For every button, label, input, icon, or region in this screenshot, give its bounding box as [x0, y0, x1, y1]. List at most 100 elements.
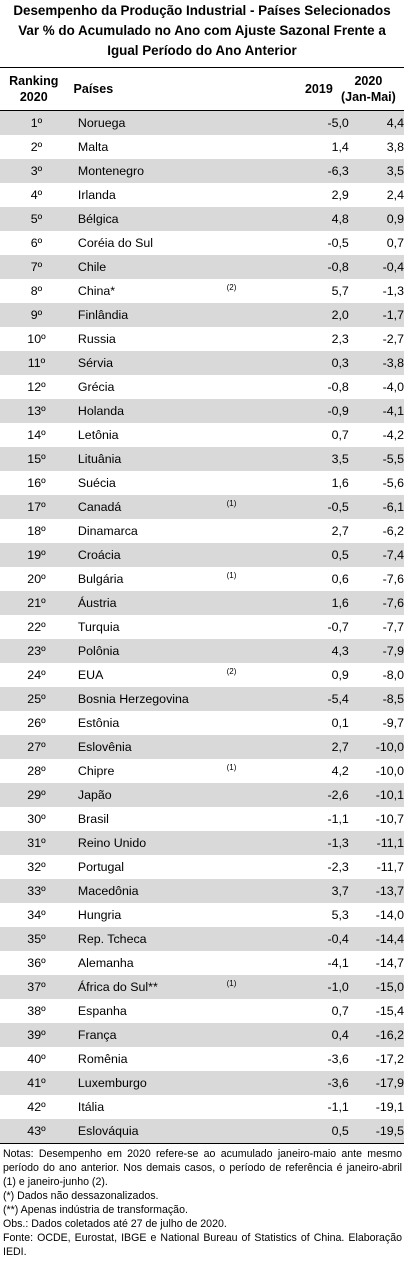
table-row: 34º Hungria 5,3 -14,0 [0, 903, 404, 927]
country-cell: Portugal [77, 860, 125, 874]
rank-cell: 7º [30, 260, 43, 274]
country-cell: Croácia [77, 548, 121, 562]
rank-cell: 27º [27, 740, 46, 754]
header-top-rule [0, 67, 404, 68]
country-cell: Romênia [77, 1052, 128, 1066]
title-line-3: Igual Período do Ano Anterior [107, 43, 297, 58]
footnote-marker: (1) [226, 571, 237, 580]
header-2020-line1: 2020 [354, 74, 383, 88]
rank-cell: 11º [27, 356, 46, 370]
value-2020-cell: 0,7 [386, 236, 404, 250]
value-2020-cell: -6,2 [382, 524, 404, 538]
value-2020-cell: -10,0 [375, 764, 404, 778]
footnote-marker: (1) [226, 499, 237, 508]
value-2019-cell: 4,2 [331, 764, 349, 778]
country-cell: Turquia [77, 620, 120, 634]
value-2019-cell: -6,3 [327, 164, 349, 178]
value-2020-cell: -8,5 [382, 692, 404, 706]
value-2020-cell: 2,4 [386, 188, 404, 202]
footnote-marker: (2) [226, 667, 237, 676]
value-2019-cell: -0,8 [327, 260, 349, 274]
rank-cell: 9º [30, 308, 43, 322]
header-bottom-rule [0, 110, 404, 111]
table-row: 2º Malta 1,4 3,8 [0, 135, 404, 159]
country-cell: Hungria [77, 908, 122, 922]
country-cell: Polônia [77, 644, 120, 658]
value-2020-cell: -7,6 [382, 572, 404, 586]
table-row: 11º Sérvia 0,3 -3,8 [0, 351, 404, 375]
value-2019-cell: 0,6 [331, 572, 349, 586]
table-row: 33º Macedônia 3,7 -13,7 [0, 879, 404, 903]
rank-cell: 35º [27, 932, 46, 946]
country-cell: Rep. Tcheca [77, 932, 147, 946]
header-2020: 2020 (Jan-Mai) [333, 73, 404, 105]
value-2019-cell: -0,8 [327, 380, 349, 394]
value-2020-cell: -11,1 [376, 836, 404, 850]
value-2019-cell: -1,0 [327, 980, 349, 994]
country-cell: Russia [77, 332, 116, 346]
rank-cell: 43º [27, 1124, 46, 1138]
table-row: 9º Finlândia 2,0 -1,7 [0, 303, 404, 327]
rank-cell: 37º [27, 980, 46, 994]
value-2020-cell: -2,7 [382, 332, 404, 346]
table-row: 40º Romênia -3,6 -17,2 [0, 1047, 404, 1071]
country-cell: Sérvia [77, 356, 114, 370]
country-cell: Itália [77, 1100, 105, 1114]
country-cell: Luxemburgo [77, 1076, 147, 1090]
value-2020-cell: -14,7 [375, 956, 404, 970]
table-row: 17º Canadá (1) -0,5 -6,1 [0, 495, 404, 519]
country-cell: Áustria [77, 596, 117, 610]
table-row: 26º Estônia 0,1 -9,7 [0, 711, 404, 735]
value-2019-cell: 2,3 [331, 332, 349, 346]
value-2020-cell: -14,0 [375, 908, 404, 922]
table-title: Desempenho da Produção Industrial - País… [0, 0, 404, 67]
value-2020-cell: -11,7 [376, 860, 404, 874]
rank-cell: 29º [27, 788, 46, 802]
value-2020-cell: -17,2 [375, 1052, 404, 1066]
rank-cell: 5º [30, 212, 43, 226]
country-cell: Brasil [77, 812, 109, 826]
value-2020-cell: -15,0 [375, 980, 404, 994]
table-row: 27º Eslovênia 2,7 -10,0 [0, 735, 404, 759]
table-row: 41º Luxemburgo -3,6 -17,9 [0, 1071, 404, 1095]
value-2020-cell: -10,7 [375, 812, 404, 826]
value-2019-cell: 0,7 [331, 428, 349, 442]
rank-cell: 23º [27, 644, 46, 658]
rank-cell: 13º [27, 404, 46, 418]
country-cell: Irlanda [77, 188, 116, 202]
header-2019: 2019 [304, 82, 333, 96]
header-ranking-line1: Ranking [9, 74, 59, 88]
value-2019-cell: -3,6 [327, 1076, 349, 1090]
value-2020-cell: -19,1 [375, 1100, 404, 1114]
rank-cell: 16º [27, 476, 46, 490]
country-cell: Reino Unido [77, 836, 147, 850]
table-row: 1º Noruega -5,0 4,4 [0, 111, 404, 135]
value-2019-cell: 5,7 [331, 284, 349, 298]
footnote-marker: (2) [226, 283, 237, 292]
value-2019-cell: -1,1 [327, 1100, 349, 1114]
value-2019-cell: -1,1 [327, 812, 349, 826]
table-row: 12º Grécia -0,8 -4,0 [0, 375, 404, 399]
value-2020-cell: -1,7 [382, 308, 404, 322]
value-2019-cell: 4,8 [331, 212, 349, 226]
country-cell: Suécia [77, 476, 116, 490]
value-2020-cell: -1,3 [382, 284, 404, 298]
table-row: 4º Irlanda 2,9 2,4 [0, 183, 404, 207]
notes-line-2: (*) Dados não dessazonalizados. [3, 1190, 159, 1202]
table-row: 23º Polônia 4,3 -7,9 [0, 639, 404, 663]
country-cell: Chipre [77, 764, 115, 778]
country-cell: Macedônia [77, 884, 139, 898]
value-2020-cell: -4,0 [382, 380, 404, 394]
rank-cell: 14º [27, 428, 46, 442]
rank-cell: 24º [27, 668, 46, 682]
value-2020-cell: -9,7 [382, 716, 404, 730]
country-cell: EUA [77, 668, 104, 682]
table-row: 14º Letônia 0,7 -4,2 [0, 423, 404, 447]
table-row: 6º Coréia do Sul -0,5 0,7 [0, 231, 404, 255]
value-2019-cell: 0,7 [331, 1004, 349, 1018]
country-cell: África do Sul** [77, 980, 158, 994]
value-2020-cell: -5,5 [382, 452, 404, 466]
table-row: 3º Montenegro -6,3 3,5 [0, 159, 404, 183]
rank-cell: 15º [27, 452, 46, 466]
